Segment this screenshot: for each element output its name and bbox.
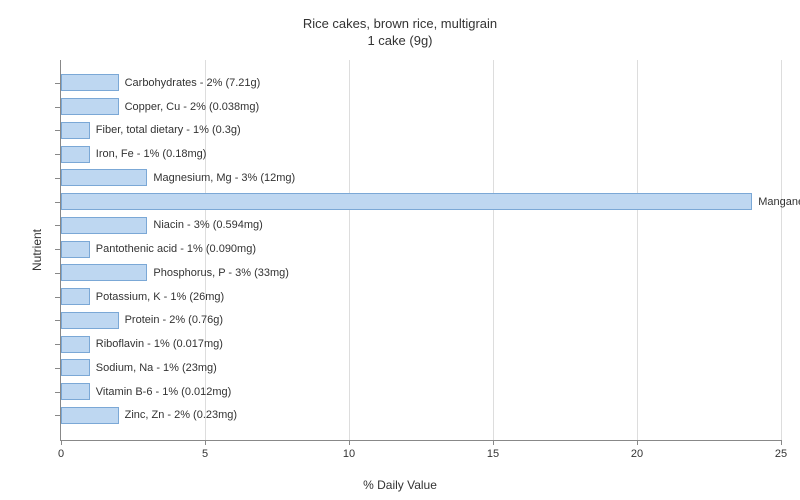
bar-label: Iron, Fe - 1% (0.18mg) [96,148,207,160]
y-tick [55,202,60,203]
bar-label: Sodium, Na - 1% (23mg) [96,362,217,374]
bar [61,336,90,353]
bar [61,264,147,281]
y-tick [55,225,60,226]
bar-row: Manganese, Mn - 24% (0.470mg) [61,193,800,210]
bar-label: Pantothenic acid - 1% (0.090mg) [96,243,256,255]
bar-label: Protein - 2% (0.76g) [125,314,223,326]
title-line-1: Rice cakes, brown rice, multigrain [0,16,800,31]
x-tick-label: 15 [487,448,499,460]
bar-row: Copper, Cu - 2% (0.038mg) [61,98,259,115]
bar-row: Sodium, Na - 1% (23mg) [61,359,217,376]
x-tick-label: 10 [343,448,355,460]
bar-row: Vitamin B-6 - 1% (0.012mg) [61,383,231,400]
bar-label: Carbohydrates - 2% (7.21g) [125,77,261,89]
bar-label: Phosphorus, P - 3% (33mg) [153,267,289,279]
bar-label: Riboflavin - 1% (0.017mg) [96,338,223,350]
bar-label: Zinc, Zn - 2% (0.23mg) [125,409,237,421]
y-tick [55,297,60,298]
gridline [493,60,494,440]
bar [61,359,90,376]
bar-row: Fiber, total dietary - 1% (0.3g) [61,122,241,139]
y-tick [55,392,60,393]
bar-row: Magnesium, Mg - 3% (12mg) [61,169,295,186]
y-tick [55,107,60,108]
bar-row: Potassium, K - 1% (26mg) [61,288,224,305]
x-tick [493,440,494,445]
x-tick [61,440,62,445]
bar [61,122,90,139]
y-tick [55,178,60,179]
bar [61,169,147,186]
y-tick [55,83,60,84]
gridline [637,60,638,440]
bar-row: Iron, Fe - 1% (0.18mg) [61,146,206,163]
bar-row: Phosphorus, P - 3% (33mg) [61,264,289,281]
x-tick-label: 25 [775,448,787,460]
y-tick [55,344,60,345]
bar-label: Vitamin B-6 - 1% (0.012mg) [96,386,232,398]
bar-label: Fiber, total dietary - 1% (0.3g) [96,124,241,136]
bar-label: Copper, Cu - 2% (0.038mg) [125,101,260,113]
bar-row: Zinc, Zn - 2% (0.23mg) [61,407,237,424]
bar-row: Carbohydrates - 2% (7.21g) [61,74,260,91]
x-tick [781,440,782,445]
bar [61,407,119,424]
title-line-2: 1 cake (9g) [0,33,800,48]
bar [61,217,147,234]
bar [61,74,119,91]
bar [61,98,119,115]
bar-label: Niacin - 3% (0.594mg) [153,219,262,231]
bar [61,146,90,163]
gridline [349,60,350,440]
y-tick [55,130,60,131]
bar-label: Potassium, K - 1% (26mg) [96,291,224,303]
y-tick [55,154,60,155]
y-axis-label: Nutrient [30,229,44,271]
bar [61,383,90,400]
y-tick [55,368,60,369]
x-tick-label: 0 [58,448,64,460]
plot-area: 0510152025Carbohydrates - 2% (7.21g)Copp… [60,60,781,441]
chart-container: Rice cakes, brown rice, multigrain 1 cak… [0,0,800,500]
bar [61,241,90,258]
gridline [781,60,782,440]
bar-row: Niacin - 3% (0.594mg) [61,217,263,234]
x-tick [205,440,206,445]
bar [61,288,90,305]
x-tick [637,440,638,445]
x-tick-label: 20 [631,448,643,460]
y-tick [55,249,60,250]
bar-row: Protein - 2% (0.76g) [61,312,223,329]
bar [61,312,119,329]
chart-title: Rice cakes, brown rice, multigrain 1 cak… [0,16,800,48]
y-tick [55,273,60,274]
bar-label: Manganese, Mn - 24% (0.470mg) [758,196,800,208]
y-tick [55,415,60,416]
y-tick [55,320,60,321]
x-tick [349,440,350,445]
bar [61,193,752,210]
x-tick-label: 5 [202,448,208,460]
bar-row: Riboflavin - 1% (0.017mg) [61,336,223,353]
bar-label: Magnesium, Mg - 3% (12mg) [153,172,295,184]
bar-row: Pantothenic acid - 1% (0.090mg) [61,241,256,258]
x-axis-label: % Daily Value [0,478,800,492]
